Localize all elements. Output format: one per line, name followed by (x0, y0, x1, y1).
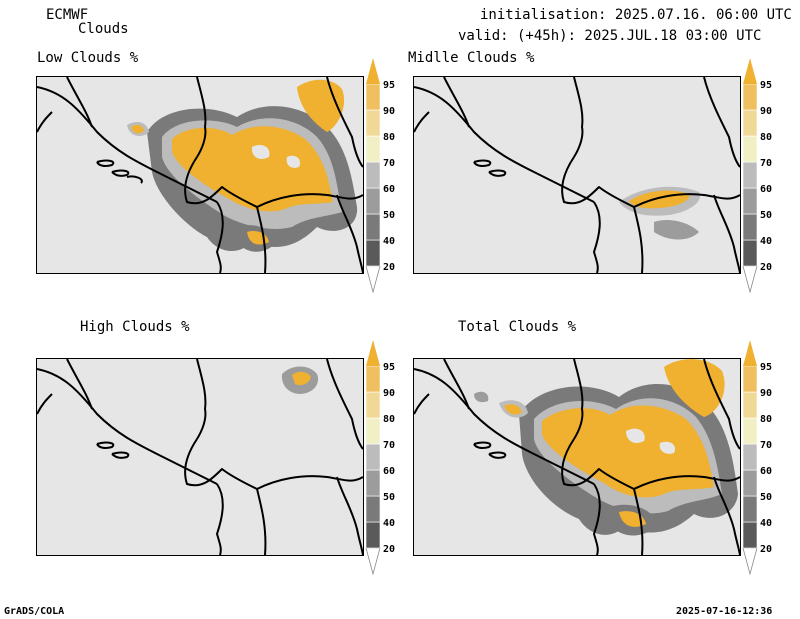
colorbar-segment (365, 213, 381, 241)
map-total-svg (414, 359, 740, 555)
map-high-svg (37, 359, 363, 555)
colorbar-segment (365, 417, 381, 445)
colorbar-label: 60 (383, 466, 395, 477)
colorbar-segment (365, 265, 381, 294)
colorbar-label: 80 (760, 414, 772, 425)
colorbar-segment (742, 135, 758, 163)
map-middle-svg (414, 77, 740, 273)
colorbar-segment (742, 391, 758, 419)
colorbar-segment (742, 161, 758, 189)
colorbar-label: 50 (760, 492, 772, 503)
colorbar-label: 90 (760, 106, 772, 117)
colorbar-segment (365, 443, 381, 471)
footer-timestamp: 2025-07-16-12:36 (676, 606, 773, 617)
colorbar-label: 60 (383, 184, 395, 195)
colorbar-label: 80 (383, 414, 395, 425)
colorbar-label: 40 (760, 236, 772, 247)
colorbar-segment (366, 58, 380, 84)
colorbar-segment (742, 83, 758, 111)
colorbar-segment (365, 521, 381, 549)
panel-title-total: Total Clouds % (458, 319, 577, 335)
colorbar-segment (365, 365, 381, 393)
colorbar-segment (743, 340, 757, 366)
cloud-field-total (474, 359, 738, 536)
map-low-clouds (36, 76, 364, 274)
initialisation-label: initialisation: 2025.07.16. 06:00 UTC (480, 7, 792, 23)
colorbar-segment (365, 469, 381, 497)
footer-software: GrADS/COLA (4, 606, 65, 617)
valid-label: valid: (+45h): 2025.JUL.18 03:00 UTC (458, 28, 762, 44)
colorbar-segment (365, 495, 381, 523)
map-middle-clouds (413, 76, 741, 274)
boundaries-high (37, 359, 363, 555)
colorbar-label: 50 (383, 210, 395, 221)
colorbar-label: 20 (383, 262, 395, 273)
colorbar-middle: 20 40 50 60 70 80 90 95 (741, 58, 789, 294)
colorbar-label: 80 (760, 132, 772, 143)
colorbar-segment (742, 521, 758, 549)
colorbar-segment (742, 265, 758, 294)
colorbar-segment (742, 187, 758, 215)
colorbar-segment (365, 83, 381, 111)
colorbar-segment (742, 417, 758, 445)
colorbar-segment (742, 213, 758, 241)
colorbar-label: 60 (760, 184, 772, 195)
map-total-clouds (413, 358, 741, 556)
colorbar-segment (365, 109, 381, 137)
boundaries-total (414, 359, 740, 555)
colorbar-label: 70 (760, 158, 772, 169)
colorbar-segment (742, 443, 758, 471)
colorbar-segment (742, 469, 758, 497)
colorbar-label: 95 (383, 362, 395, 373)
colorbar-label: 40 (760, 518, 772, 529)
product-label: Clouds (78, 21, 129, 37)
cloud-field-high (281, 366, 319, 394)
panel-title-low: Low Clouds % (37, 50, 139, 66)
colorbar-segment (365, 135, 381, 163)
model-label: ECMWF (46, 7, 89, 23)
colorbar-label: 50 (760, 210, 772, 221)
colorbar-label: 20 (383, 544, 395, 555)
colorbar-label: 90 (383, 388, 395, 399)
colorbar-total: 20 40 50 60 70 80 90 95 (741, 340, 789, 576)
colorbar-label: 70 (760, 440, 772, 451)
colorbar-label: 90 (760, 388, 772, 399)
colorbar-label: 20 (760, 544, 772, 555)
colorbar-segment (365, 239, 381, 267)
colorbar-label: 40 (383, 236, 395, 247)
map-high-clouds (36, 358, 364, 556)
colorbar-label: 95 (760, 80, 772, 91)
colorbar-label: 20 (760, 262, 772, 273)
colorbar-segment (365, 547, 381, 576)
panel-title-middle: Midlle Clouds % (408, 50, 535, 66)
boundaries-low (37, 77, 363, 273)
colorbar-label: 95 (760, 362, 772, 373)
colorbar-label: 90 (383, 106, 395, 117)
colorbar-label: 80 (383, 132, 395, 143)
colorbar-label: 70 (383, 440, 395, 451)
map-low-svg (37, 77, 363, 273)
colorbar-label: 50 (383, 492, 395, 503)
colorbar-high: 20 40 50 60 70 80 90 95 (364, 340, 412, 576)
colorbar-segment (742, 109, 758, 137)
colorbar-segment (366, 340, 380, 366)
colorbar-segment (742, 547, 758, 576)
colorbar-segment (743, 58, 757, 84)
colorbar-segment (365, 161, 381, 189)
colorbar-label: 70 (383, 158, 395, 169)
colorbar-label: 40 (383, 518, 395, 529)
colorbar-segment (365, 391, 381, 419)
colorbar-segment (742, 495, 758, 523)
panel-title-high: High Clouds % (80, 319, 190, 335)
colorbar-label: 95 (383, 80, 395, 91)
colorbar-segment (742, 365, 758, 393)
boundaries-middle (414, 77, 740, 273)
colorbar-segment (365, 187, 381, 215)
colorbar-segment (742, 239, 758, 267)
colorbar-label: 60 (760, 466, 772, 477)
cloud-field-low (127, 79, 358, 252)
colorbar-low: 20 40 50 60 70 80 90 95 (364, 58, 412, 294)
